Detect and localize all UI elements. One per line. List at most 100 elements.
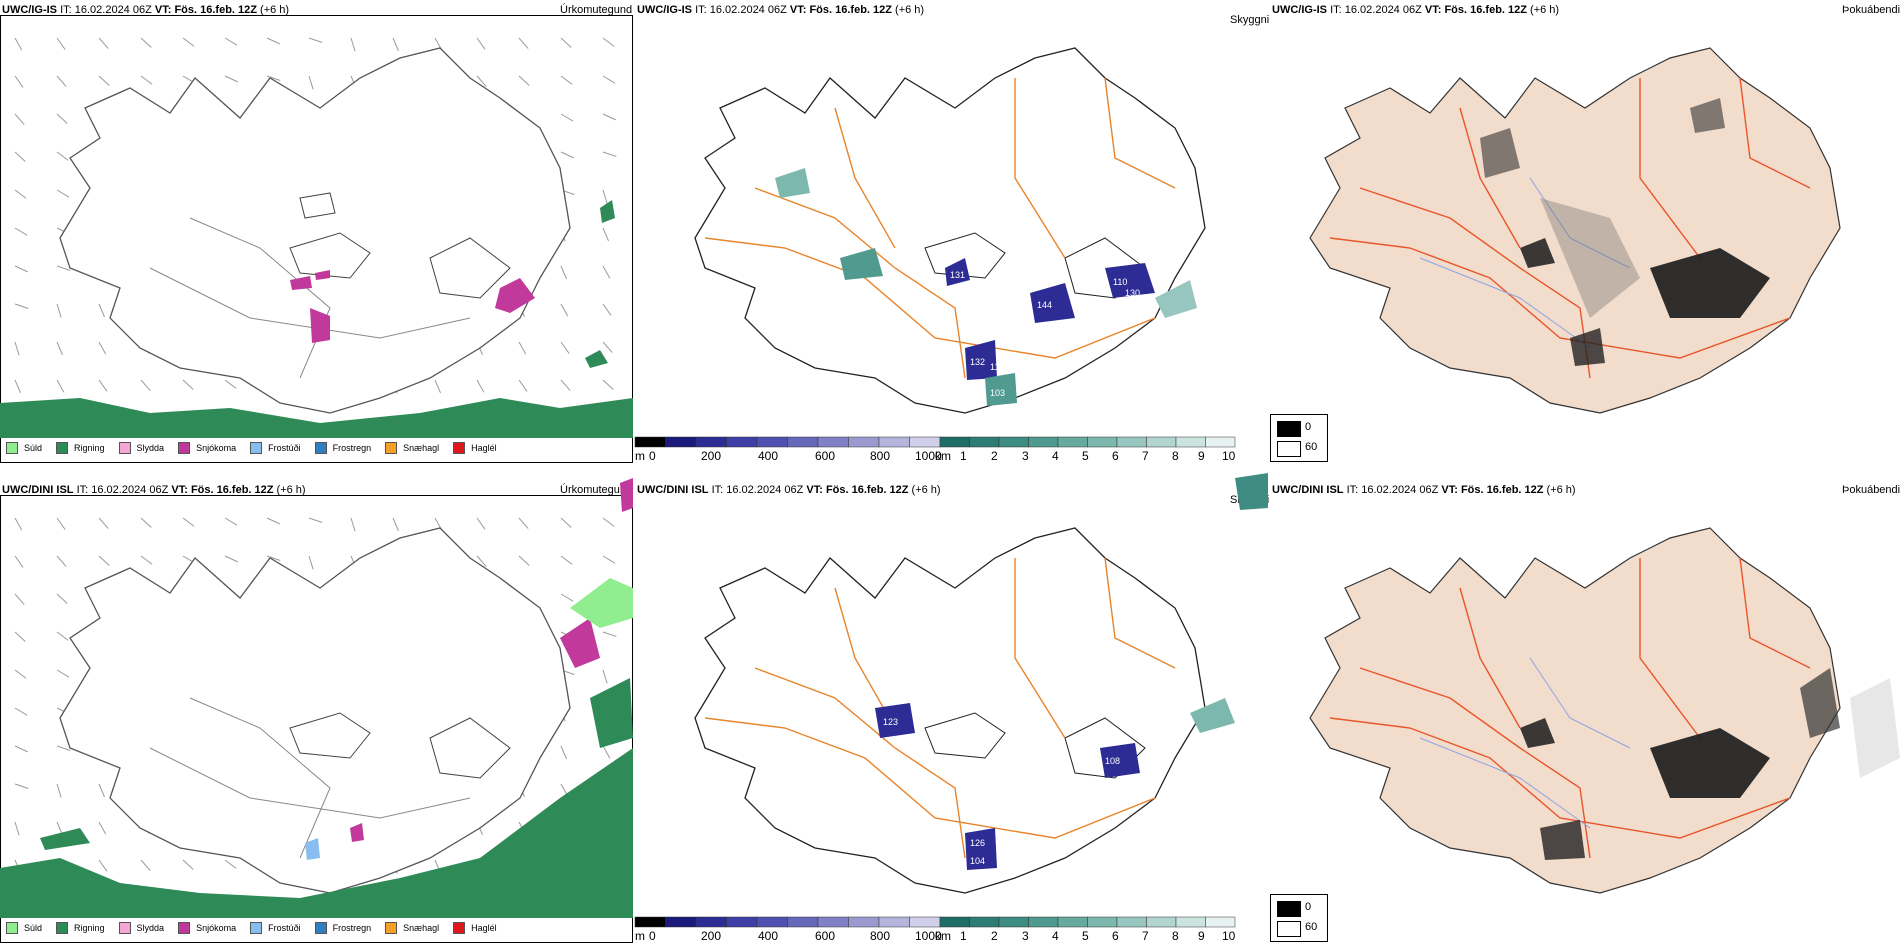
- wind-barb: [602, 113, 616, 121]
- cloud-label: 110: [1113, 277, 1127, 287]
- legend-swatch: [314, 442, 327, 454]
- wind-barb: [14, 379, 21, 394]
- fog-legend-swatch: [1277, 921, 1301, 937]
- wind-barb: [224, 517, 238, 526]
- visibility-scale-bar: [939, 916, 1236, 928]
- scale-segment: [1205, 916, 1236, 928]
- scale-segment: [817, 436, 849, 448]
- wind-barb: [518, 379, 528, 392]
- panel-title: UWC/IG-IS IT: 16.02.2024 06Z VT: Fös. 16…: [637, 4, 924, 16]
- lead-time: (+6 h): [911, 484, 941, 496]
- legend-swatch: [178, 442, 191, 454]
- legend-item-snaehagl: Snæhagl: [385, 442, 439, 454]
- scale-segment: [909, 436, 941, 448]
- wind-barb: [98, 37, 109, 49]
- panel-label: Úrkomutegund: [560, 484, 633, 496]
- wind-barb: [518, 37, 529, 49]
- legend-item-snjokoma: Snjókoma: [178, 442, 236, 454]
- wind-barb: [476, 555, 487, 567]
- map-frame: [0, 15, 633, 463]
- wind-barb: [140, 555, 153, 565]
- it-label: IT:: [1330, 4, 1342, 16]
- legend-swatch: [385, 442, 398, 454]
- wind-barb: [98, 859, 108, 872]
- wind-barb: [14, 189, 27, 199]
- scale-segment: [1087, 916, 1118, 928]
- scale-segment: [1057, 916, 1088, 928]
- fog-legend-label: 60: [1305, 441, 1318, 453]
- scale-tick: 600: [815, 449, 836, 463]
- legend-label: Súld: [24, 923, 43, 933]
- wind-barb: [518, 517, 529, 529]
- scale-tick: 10: [1222, 929, 1236, 943]
- it-value: 16.02.2024 06Z: [1361, 484, 1439, 496]
- wind-barb: [14, 75, 24, 88]
- panel-label: Úrkomutegund: [560, 4, 633, 16]
- wind-barb: [266, 555, 281, 561]
- panel-title: UWC/IG-IS IT: 16.02.2024 06Z VT: Fös. 16…: [2, 4, 289, 16]
- legend-swatch: [118, 442, 131, 454]
- scale-segment: [1116, 436, 1147, 448]
- scale-unit: m: [635, 449, 645, 463]
- wind-barb: [560, 113, 574, 122]
- scale-tick: 8: [1172, 929, 1179, 943]
- cloud-label: 108: [1105, 756, 1120, 766]
- wind-barb: [56, 783, 62, 798]
- scale-tick: 800: [870, 449, 891, 463]
- panel-label: Þokuábendi: [1842, 484, 1900, 496]
- it-label: IT:: [711, 484, 724, 496]
- wind-barb: [56, 555, 67, 567]
- legend-swatch: [314, 922, 327, 934]
- scale-segment: [1175, 916, 1206, 928]
- cloud-label: 132: [970, 357, 985, 367]
- cloud-label: 103: [990, 388, 1005, 398]
- wind-barb: [98, 303, 105, 318]
- legend-item-rigning: Rigning: [56, 442, 105, 454]
- lead-time: (+6 h): [1546, 484, 1576, 496]
- lead-time: (+6 h): [895, 4, 925, 16]
- wind-barb: [224, 37, 238, 46]
- wind-barb: [14, 555, 24, 568]
- wind-barb: [14, 227, 28, 236]
- cloud-label: 104: [970, 856, 985, 866]
- wind-barb: [560, 37, 572, 48]
- wind-barb: [98, 821, 107, 835]
- legend-swatch: [250, 442, 263, 454]
- scale-segment: [1205, 436, 1236, 448]
- wind-barb: [602, 37, 615, 47]
- wind-barb: [14, 631, 26, 642]
- legend-label: Snjókoma: [196, 443, 237, 453]
- wind-barb: [602, 631, 617, 637]
- wind-barb: [392, 517, 399, 532]
- scale-tick: 2: [991, 929, 998, 943]
- fog-map: [1309, 527, 1900, 894]
- wind-barb: [308, 517, 323, 523]
- scale-segment: [787, 436, 819, 448]
- wind-barb: [98, 783, 105, 798]
- wind-barb: [56, 745, 71, 751]
- fog-legend-swatch: [1277, 441, 1301, 457]
- wind-barb: [56, 75, 67, 87]
- wind-barb: [224, 555, 238, 563]
- vt-label: VT:: [154, 4, 172, 16]
- wind-barb: [308, 555, 314, 570]
- wind-barb: [602, 745, 611, 759]
- vt-label: VT:: [171, 484, 188, 496]
- legend-label: Snjókoma: [196, 923, 237, 933]
- scale-unit: km: [935, 449, 951, 463]
- model-name: UWC/DINI ISL: [1272, 484, 1344, 496]
- scale-segment: [848, 916, 880, 928]
- wind-barb: [140, 37, 152, 48]
- wind-barb: [14, 783, 29, 789]
- scale-tick: 800: [870, 929, 891, 943]
- wind-barb: [14, 341, 20, 356]
- legend-item-slydda: Slydda: [118, 922, 164, 934]
- wind-barb: [308, 37, 323, 43]
- height-scale: m 0 200 400 600 800 1000: [634, 916, 942, 947]
- wind-barb: [182, 37, 195, 47]
- scale-unit: km: [935, 929, 951, 943]
- wind-barb: [602, 341, 613, 353]
- scale-segment: [726, 436, 758, 448]
- scale-tick: 7: [1142, 449, 1149, 463]
- scale-unit: m: [635, 929, 645, 943]
